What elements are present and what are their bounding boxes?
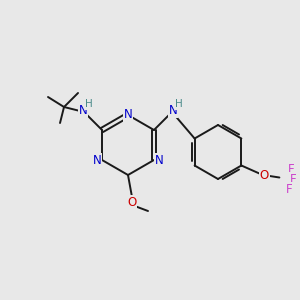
Text: F: F	[290, 173, 297, 186]
Text: F: F	[286, 183, 293, 196]
Text: O: O	[128, 196, 136, 208]
Text: N: N	[79, 104, 87, 118]
Text: N: N	[93, 154, 101, 166]
Text: F: F	[288, 163, 295, 176]
Text: N: N	[154, 154, 164, 166]
Text: N: N	[124, 109, 132, 122]
Text: H: H	[175, 99, 183, 109]
Text: H: H	[85, 99, 93, 109]
Text: N: N	[169, 104, 177, 118]
Text: O: O	[260, 169, 269, 182]
